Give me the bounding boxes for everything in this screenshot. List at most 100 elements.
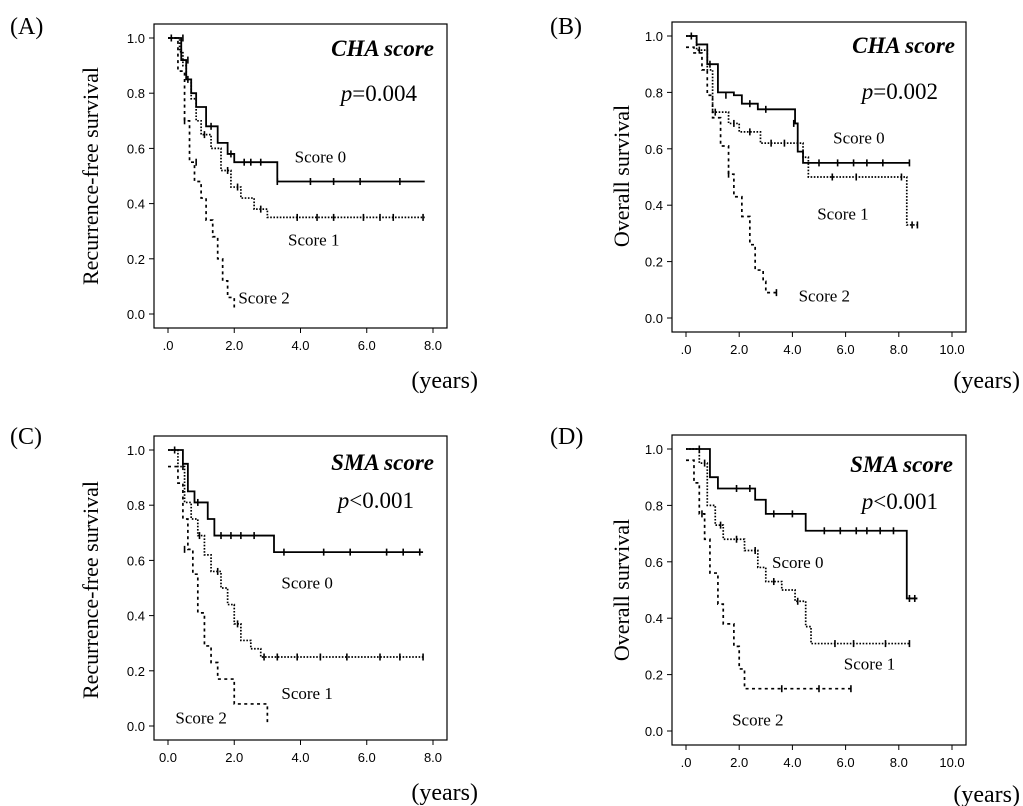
series-line-score-2 [168, 37, 236, 310]
plot-frame [153, 23, 448, 329]
p-value: p<0.001 [336, 488, 414, 513]
y-axis-label: Overall survival [609, 105, 634, 247]
series-label-score-1: Score 1 [281, 684, 332, 703]
y-tick-label: 0.4 [645, 611, 663, 626]
x-tick-label: 2.0 [730, 342, 748, 357]
x-tick-label: 4.0 [291, 338, 309, 353]
x-tick-label: 6.0 [358, 750, 376, 765]
y-tick-label: 0.2 [645, 255, 663, 270]
y-tick-label: 0.0 [645, 311, 663, 326]
y-tick-label: 0.6 [127, 141, 145, 156]
x-tick-label: 2.0 [730, 755, 748, 770]
series-line-score-2 [168, 465, 269, 724]
x-axis-label: (years) [411, 780, 478, 806]
y-tick-label: 0.6 [127, 553, 145, 568]
series-label-score-0: Score 0 [833, 129, 884, 148]
y-tick-label: 0.2 [127, 664, 145, 679]
p-symbol: p [860, 79, 874, 104]
x-tick-label: 10.0 [939, 755, 964, 770]
series-label-score-0: Score 0 [295, 148, 346, 167]
series-label-score-2: Score 2 [799, 286, 850, 305]
x-axis-label: (years) [411, 368, 478, 394]
x-tick-label: 6.0 [837, 755, 855, 770]
y-tick-label: 0.2 [127, 252, 145, 267]
y-tick-label: 0.0 [127, 307, 145, 322]
panel-letter: (C) [10, 424, 42, 450]
y-tick-label: 0.6 [645, 142, 663, 157]
p-value: p<0.001 [860, 489, 938, 514]
x-tick-label: 4.0 [783, 342, 801, 357]
x-axis-label: (years) [953, 782, 1020, 806]
series-label-score-2: Score 2 [175, 709, 226, 728]
x-tick-label: 8.0 [890, 342, 908, 357]
y-tick-label: 0.2 [645, 668, 663, 683]
p-value-number: <0.001 [349, 488, 414, 513]
p-value-number: =0.004 [352, 81, 417, 106]
y-axis-label: Recurrence-free survival [78, 481, 103, 699]
x-tick-label: 8.0 [424, 338, 442, 353]
chart-title: CHA score [852, 33, 955, 58]
y-tick-label: 0.6 [645, 555, 663, 570]
km-chart-c: (C) Recurrence-free survival (years) SMA… [10, 424, 478, 806]
y-axis-label: Recurrence-free survival [78, 67, 103, 285]
chart-title: SMA score [331, 450, 434, 475]
chart-title: CHA score [331, 36, 434, 61]
y-tick-label: 0.8 [645, 498, 663, 513]
x-tick-label: .0 [681, 755, 692, 770]
x-tick-label: .0 [163, 338, 174, 353]
series-line-score-0 [168, 449, 424, 554]
x-tick-label: 6.0 [358, 338, 376, 353]
series-line-score-0 [168, 37, 425, 183]
panel-d: (D) Overall survival (years) SMA score p… [540, 410, 1023, 806]
series-label-score-1: Score 1 [844, 654, 895, 673]
y-tick-label: 0.4 [645, 198, 663, 213]
panel-b: (B) Overall survival (years) CHA score p… [540, 0, 1023, 400]
y-tick-label: 0.0 [127, 719, 145, 734]
p-value-number: <0.001 [873, 489, 938, 514]
series-line-score-0 [686, 35, 910, 164]
panel-c: (C) Recurrence-free survival (years) SMA… [0, 410, 483, 806]
p-value: p=0.002 [860, 79, 938, 104]
x-tick-label: 8.0 [890, 755, 908, 770]
series-line-score-2 [686, 46, 777, 294]
series-line-score-1 [168, 449, 424, 658]
x-tick-label: 4.0 [783, 755, 801, 770]
series-line-score-0 [686, 448, 918, 600]
y-tick-label: 0.4 [127, 197, 145, 212]
y-tick-label: 0.4 [127, 609, 145, 624]
panel-letter: (A) [10, 14, 43, 40]
p-value-number: =0.002 [873, 79, 938, 104]
series-label-score-1: Score 1 [817, 205, 868, 224]
x-tick-label: 0.0 [159, 750, 177, 765]
y-tick-label: 0.8 [127, 498, 145, 513]
series-line-score-1 [686, 448, 910, 645]
km-chart-a: (A) Recurrence-free survival (years) CHA… [10, 14, 478, 394]
y-tick-label: 0.0 [645, 724, 663, 739]
km-chart-b: (B) Overall survival (years) CHA score p… [550, 14, 1020, 394]
panel-letter: (D) [550, 424, 583, 450]
y-axis-label: Overall survival [609, 519, 634, 661]
series-label-score-0: Score 0 [772, 553, 823, 572]
p-symbol: p [339, 81, 353, 106]
x-tick-label: 2.0 [225, 750, 243, 765]
series-line-score-2 [686, 459, 851, 690]
plot-frame [671, 434, 967, 746]
x-tick-label: 10.0 [939, 342, 964, 357]
x-tick-label: 2.0 [225, 338, 243, 353]
series-label-score-2: Score 2 [238, 288, 289, 307]
series-line-score-1 [168, 37, 425, 219]
y-tick-label: 0.8 [127, 86, 145, 101]
plot-frame [671, 21, 967, 333]
y-tick-label: 1.0 [645, 442, 663, 457]
chart-title: SMA score [850, 452, 953, 477]
x-axis-label: (years) [953, 368, 1020, 394]
series-label-score-2: Score 2 [732, 711, 783, 730]
y-tick-label: 1.0 [127, 443, 145, 458]
x-tick-label: 6.0 [837, 342, 855, 357]
series-line-score-1 [686, 35, 918, 226]
p-symbol: p [336, 488, 350, 513]
y-tick-label: 1.0 [127, 31, 145, 46]
series-label-score-1: Score 1 [288, 230, 339, 249]
x-tick-label: .0 [681, 342, 692, 357]
y-tick-label: 0.8 [645, 85, 663, 100]
